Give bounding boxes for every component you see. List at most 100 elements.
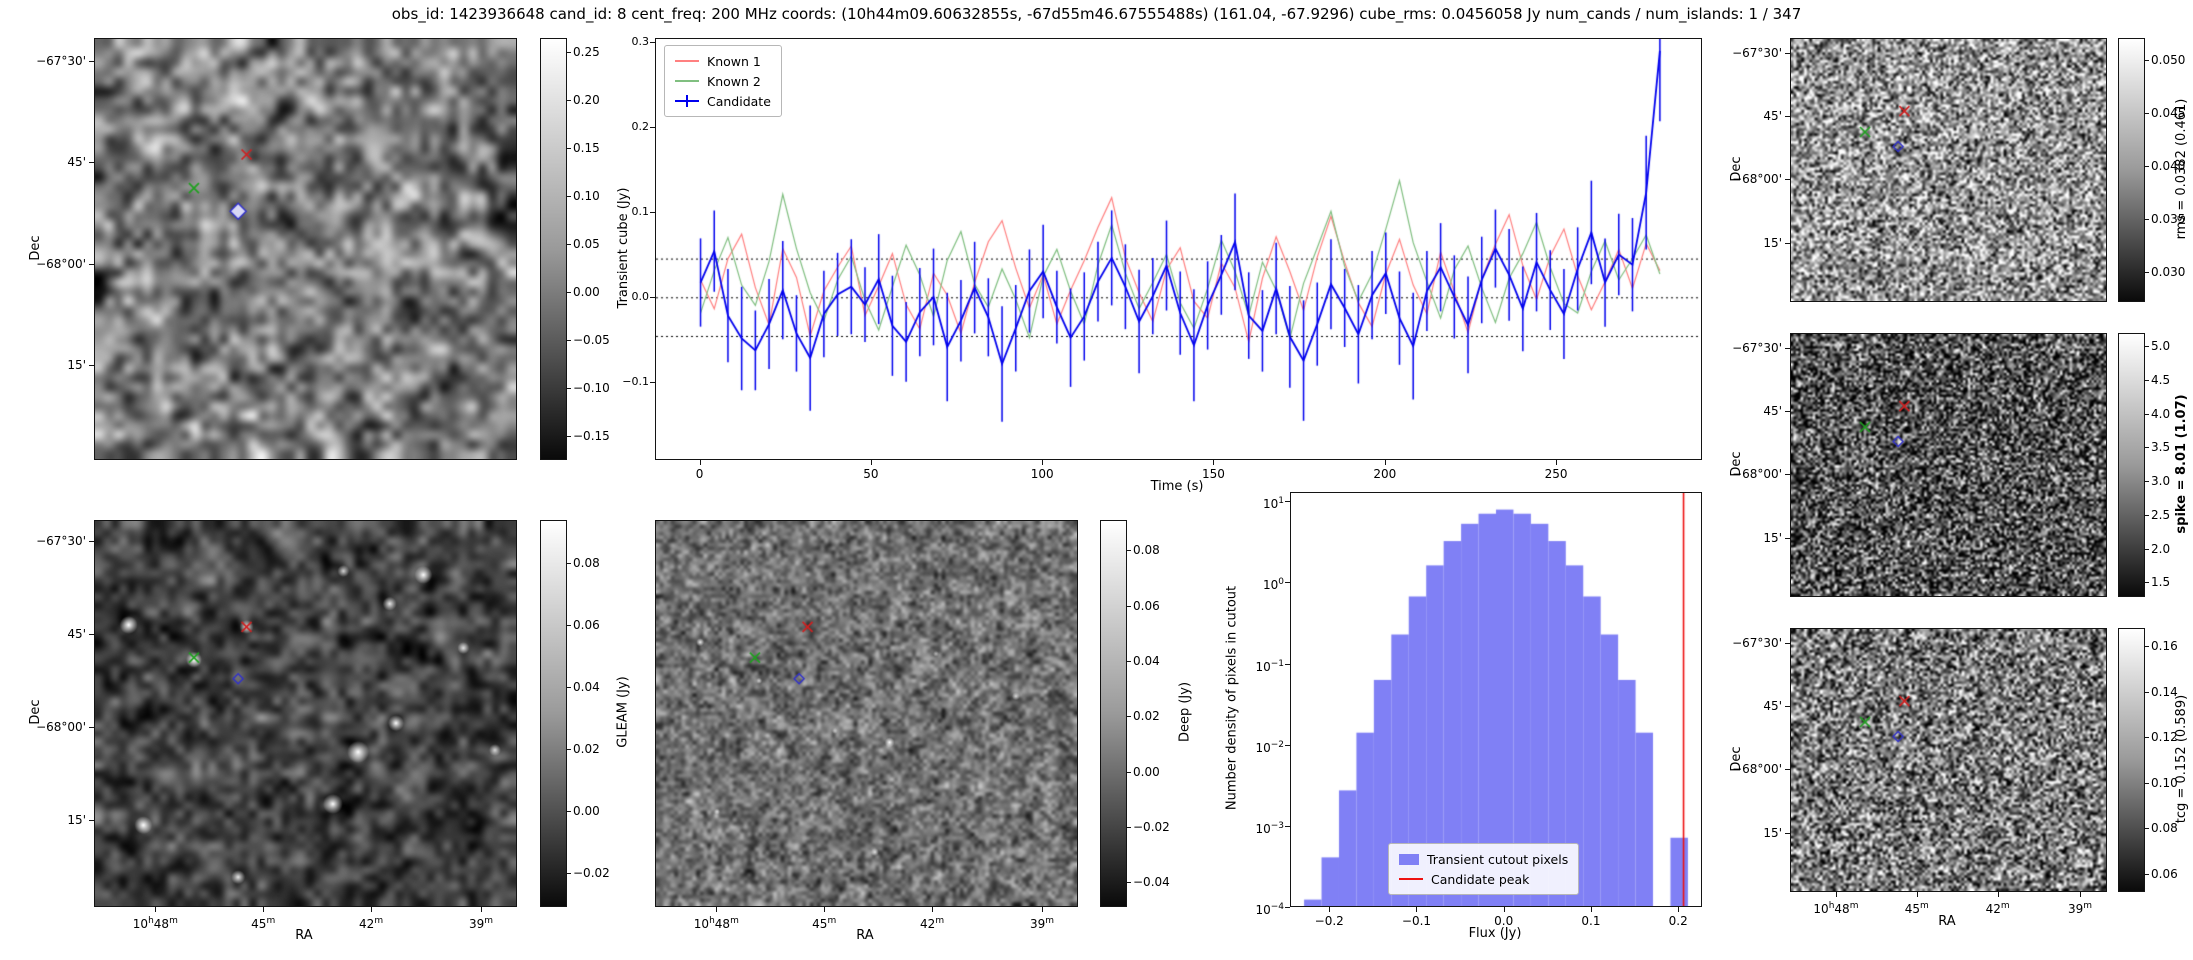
colorbar-tick-label: 1.5 <box>2151 575 2171 590</box>
dec-tick-mark <box>1785 642 1790 644</box>
legend-label: Transient cutout pixels <box>1427 851 1569 867</box>
figure-title: obs_id: 1423936648 cand_id: 8 cent_freq:… <box>391 5 1802 23</box>
gleam-cutout-image <box>95 521 516 906</box>
colorbar-tick-mark <box>567 749 571 751</box>
known1-line-swatch <box>675 60 699 62</box>
cutout-pixels-swatch <box>1399 853 1419 865</box>
colorbar-tick-mark <box>567 687 571 689</box>
colorbar-tick-mark <box>1127 605 1131 607</box>
flux-tick-mark <box>650 211 655 213</box>
colorbar-tick-label: −0.02 <box>573 865 610 880</box>
colorbar-tick-mark <box>567 436 571 438</box>
colorbar-tick-mark <box>2145 380 2149 382</box>
ra-tick-mark <box>1835 892 1837 897</box>
colorbar-tick-label: 0.04 <box>1133 653 1160 668</box>
dec-tick-label: 15' <box>1763 235 1782 250</box>
ra-tick-mark <box>1916 892 1918 897</box>
colorbar-tick-label: 0.050 <box>2151 53 2186 68</box>
colorbar-tick-mark <box>2145 272 2149 274</box>
colorbar-tick-mark <box>1127 882 1131 884</box>
legend-entry-candidate: Candidate <box>675 91 771 111</box>
gleam-colorbar-label: GLEAM (Jy) <box>615 676 631 748</box>
ra-tick-label: 10h48m <box>693 916 739 931</box>
legend-label: Known 1 <box>707 53 761 69</box>
ra-tick-label: 10h48m <box>132 916 178 931</box>
legend-label: Candidate <box>707 93 771 109</box>
flux-tick-mark <box>650 296 655 298</box>
flux-tick-mark <box>1503 907 1505 912</box>
flux-tick-label: 0.2 <box>1668 914 1688 928</box>
rms-map-image <box>1791 39 2106 301</box>
colorbar-tick-mark <box>567 563 571 565</box>
dec-tick-mark <box>89 365 94 367</box>
dec-tick-mark <box>89 263 94 265</box>
errorbar-cap <box>686 95 688 107</box>
flux-tick-mark <box>650 381 655 383</box>
ra-tick-mark <box>716 907 718 912</box>
flux-tick-label: 0.1 <box>1581 914 1601 928</box>
colorbar-tick-label: 0.08 <box>1133 543 1160 558</box>
ra-tick-mark <box>2080 892 2082 897</box>
flux-tick-mark <box>650 127 655 129</box>
colorbar-tick-mark <box>567 811 571 813</box>
colorbar-tick-mark <box>1127 660 1131 662</box>
dec-tick-label: 15' <box>67 358 86 373</box>
flux-axis-label: Flux (Jy) <box>1468 926 1522 941</box>
time-axis-label: Time (s) <box>1150 479 1204 494</box>
colorbar-tick-label: 0.045 <box>2151 106 2186 121</box>
flux-tick-label: −0.2 <box>1314 914 1344 928</box>
dec-tick-label: −67°30' <box>1732 340 1782 355</box>
dec-tick-mark <box>89 819 94 821</box>
colorbar-tick-label: 5.0 <box>2151 339 2171 354</box>
ra-tick-label: 45m <box>812 916 837 931</box>
lightcurve-plot <box>656 39 1701 459</box>
ra-tick-label: 45m <box>251 916 276 931</box>
density-tick-mark <box>1285 744 1290 746</box>
colorbar-tick-label: 0.030 <box>2151 265 2186 280</box>
colorbar-tick-label: 0.08 <box>573 556 600 571</box>
dec-tick-label: 15' <box>67 812 86 827</box>
flux-tick-mark <box>1416 907 1418 912</box>
tcg-map-image <box>1791 629 2106 891</box>
colorbar-tick-label: −0.02 <box>1133 819 1170 834</box>
colorbar-tick-label: 0.02 <box>573 742 600 757</box>
colorbar-tick-mark <box>1127 550 1131 552</box>
colorbar-tick-mark <box>1127 716 1131 718</box>
ra-tick-mark <box>824 907 826 912</box>
density-tick-label: 10−4 <box>1255 902 1284 917</box>
ra-tick-label: 39m <box>469 916 494 931</box>
ra-tick-label: 39m <box>2068 901 2093 916</box>
colorbar-tick-label: 0.10 <box>2151 775 2178 790</box>
gleam-colorbar <box>540 520 567 907</box>
ra-tick-label: 45m <box>1904 901 1929 916</box>
flux-histogram-panel <box>1290 492 1702 907</box>
colorbar-tick-mark <box>2145 646 2149 648</box>
time-tick-mark <box>1042 460 1044 465</box>
colorbar-tick-mark <box>567 340 571 342</box>
dec-tick-mark <box>89 162 94 164</box>
dec-tick-label: −68°00' <box>1732 762 1782 777</box>
colorbar-tick-mark <box>2145 828 2149 830</box>
ra-tick-mark <box>1042 907 1044 912</box>
legend-entry-known1: Known 1 <box>675 51 771 71</box>
time-tick-label: 50 <box>863 467 879 481</box>
legend-label: Known 2 <box>707 73 761 89</box>
density-tick-mark <box>1285 582 1290 584</box>
dec-tick-mark <box>1785 769 1790 771</box>
dec-tick-label: −67°30' <box>1732 635 1782 650</box>
dec-tick-label: −68°00' <box>1732 172 1782 187</box>
legend-entry-cutout-pixels: Transient cutout pixels <box>1399 849 1568 869</box>
spike-colorbar <box>2118 333 2145 597</box>
density-tick-label: 10−2 <box>1255 739 1284 755</box>
histogram-legend: Transient cutout pixels Candidate peak <box>1388 843 1580 895</box>
dec-tick-mark <box>89 541 94 543</box>
density-tick-label: 10−1 <box>1255 658 1284 674</box>
density-tick-label: 10−3 <box>1255 820 1284 836</box>
spike-map-image <box>1791 334 2106 596</box>
colorbar-tick-label: 0.06 <box>2151 866 2178 881</box>
dec-tick-label: 45' <box>67 627 86 642</box>
colorbar-tick-mark <box>2145 219 2149 221</box>
rms-colorbar <box>2118 38 2145 302</box>
ra-axis-label: RA <box>1938 914 1956 929</box>
deep-colorbar <box>1100 520 1127 907</box>
